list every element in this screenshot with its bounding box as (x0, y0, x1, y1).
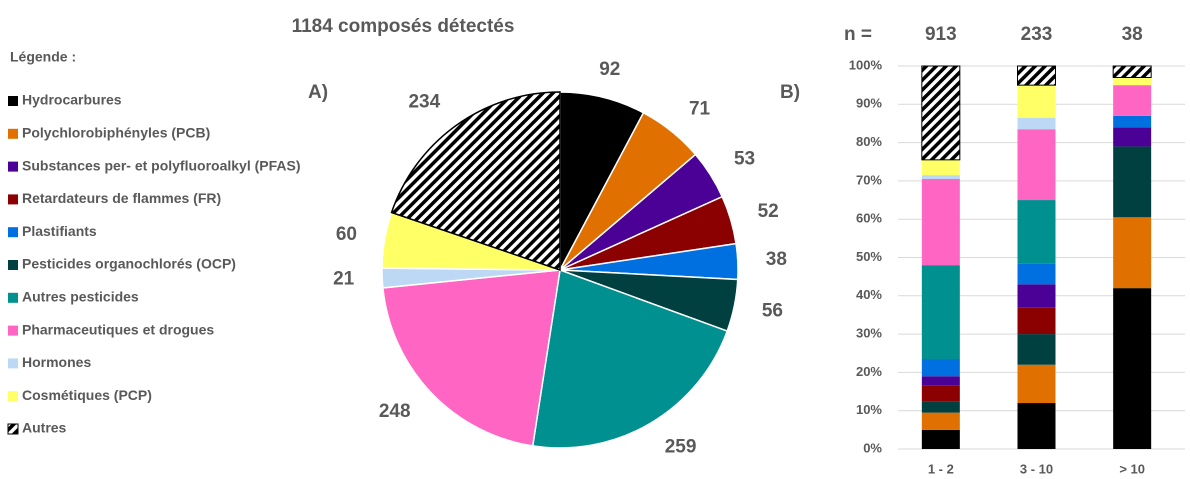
legend-swatch (8, 194, 18, 205)
legend-label: Cosmétiques (PCP) (22, 387, 152, 403)
bar-segment: Pharmaceutiques et drogues (1017, 129, 1056, 201)
bar-segment: Polychlorobiphényles (PCB) (1113, 217, 1152, 289)
legend-swatch (8, 325, 18, 336)
legend-label: Autres (22, 420, 67, 436)
y-tick-label: 40% (856, 287, 882, 302)
bar-segment: Pharmaceutiques et drogues (921, 178, 960, 266)
legend-swatch (8, 96, 18, 106)
bar-segment: Pesticides organochlorés (OCP) (921, 401, 960, 413)
y-tick-label: 50% (856, 249, 882, 264)
data-label: 38 (766, 249, 787, 270)
pie-title: 1184 composés détectés (292, 16, 515, 37)
data-label: 259 (665, 436, 697, 457)
y-tick-label: 80% (856, 134, 882, 149)
data-label: 248 (379, 401, 411, 422)
panel-label: B) (780, 82, 800, 103)
x-tick-label: > 10 (1119, 461, 1145, 476)
y-tick-label: 0% (863, 440, 882, 455)
bar-segment: Pharmaceutiques et drogues (1113, 85, 1152, 116)
legend-label: Autres pesticides (22, 289, 139, 305)
legend-label: Hormones (22, 354, 91, 370)
data-label: 60 (336, 224, 357, 245)
data-label: 53 (734, 149, 755, 170)
bar-segment: Autres (921, 65, 961, 161)
bar-segment: Pesticides organochlorés (OCP) (1017, 334, 1056, 365)
legend-swatch (8, 358, 18, 369)
data-label: 234 (408, 91, 440, 112)
n-label: n = (844, 24, 872, 45)
y-tick-label: 20% (856, 364, 882, 379)
y-tick-label: 70% (856, 172, 882, 187)
n-value: 233 (1021, 24, 1053, 45)
data-label: 71 (689, 98, 711, 119)
y-tick-label: 30% (856, 326, 882, 341)
bar-segment: Hormones (1017, 117, 1056, 130)
bar-segment: Retardateurs de flammes (FR) (1017, 307, 1056, 335)
bar-segment: Polychlorobiphényles (PCB) (1017, 364, 1056, 404)
y-tick-label: 60% (856, 211, 882, 226)
bar-segment: Polychlorobiphényles (PCB) (921, 412, 960, 430)
bar-segment: Autres (1017, 65, 1056, 86)
legend-label: Plastifiants (22, 223, 97, 239)
bar-segment: Hormones (921, 175, 960, 179)
legend-swatch (8, 161, 18, 172)
bar-segment: Plastifiants (1113, 115, 1152, 128)
legend-title: Légende : (10, 49, 76, 65)
panel-label: A) (308, 82, 328, 103)
bar-segment: Substances per- et polyfluoroalkyl (PFAS… (1017, 284, 1056, 308)
legend-label: Hydrocarbures (22, 92, 122, 108)
y-tick-label: 90% (856, 96, 882, 111)
bar-segment: Hydrocarbures (1113, 288, 1152, 449)
data-label: 52 (758, 201, 779, 222)
x-tick-label: 1 - 2 (928, 461, 954, 476)
bar-segment: Autres (1112, 65, 1152, 78)
bar-segment: Substances per- et polyfluoroalkyl (PFAS… (921, 376, 960, 386)
bar-segment: Retardateurs de flammes (FR) (921, 385, 960, 402)
legend-label: Retardateurs de flammes (FR) (22, 190, 221, 206)
x-tick-label: 3 - 10 (1020, 461, 1053, 476)
bar-segment: Cosmétiques (PCP) (921, 159, 960, 176)
data-label: 56 (762, 300, 783, 321)
bar-segment: Hydrocarbures (1017, 403, 1056, 449)
bar-segment: Autres pesticides (921, 265, 960, 359)
bar-segment: Plastifiants (1017, 263, 1056, 285)
legend-swatch (7, 423, 19, 435)
legend-label: Substances per- et polyfluoroalkyl (PFAS… (22, 157, 301, 173)
legend-label: Polychlorobiphényles (PCB) (22, 125, 210, 141)
bar-segment: Cosmétiques (PCP) (1113, 77, 1152, 86)
legend-label: Pesticides organochlorés (OCP) (22, 256, 236, 272)
pie-slice (382, 269, 561, 447)
data-label: 92 (599, 59, 620, 80)
bar-segment: Substances per- et polyfluoroalkyl (PFAS… (1113, 127, 1152, 147)
y-tick-label: 10% (856, 402, 882, 417)
data-label: 21 (333, 268, 355, 289)
legend-swatch (8, 128, 18, 139)
bar-segment: Pesticides organochlorés (OCP) (1113, 146, 1152, 218)
bar-segment: Autres pesticides (1017, 200, 1056, 264)
legend-swatch (8, 292, 18, 303)
bar-segment: Plastifiants (921, 358, 960, 377)
bar-segment: Cosmétiques (PCP) (1017, 85, 1056, 118)
legend-swatch (8, 227, 18, 238)
y-tick-label: 100% (849, 57, 883, 72)
bar-segment: Hydrocarbures (921, 429, 960, 449)
legend-label: Pharmaceutiques et drogues (22, 321, 214, 337)
n-value: 913 (925, 24, 957, 45)
legend-swatch (8, 391, 18, 402)
legend-swatch (8, 260, 18, 270)
pie-slice (390, 91, 561, 272)
n-value: 38 (1122, 24, 1143, 45)
pie-slice (531, 268, 729, 449)
